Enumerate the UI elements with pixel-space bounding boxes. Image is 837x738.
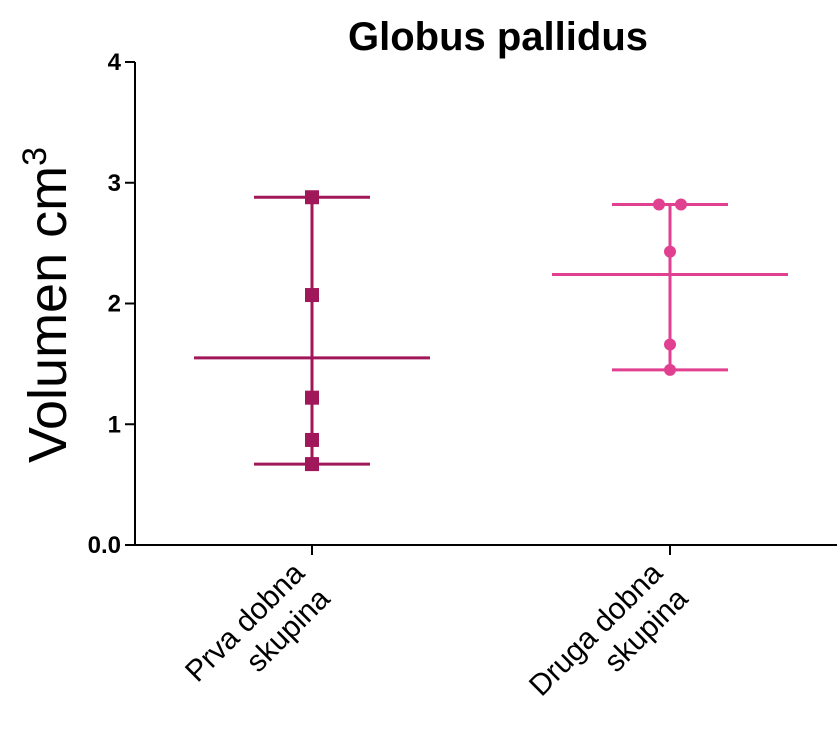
y-tick-label: 0.0: [88, 532, 121, 559]
y-tick-label: 1: [108, 411, 121, 438]
data-point: [675, 198, 687, 211]
y-tick-label: 2: [108, 291, 121, 318]
data-point: [664, 245, 676, 258]
series-group: [194, 190, 430, 472]
data-point: [305, 432, 319, 447]
series-group: [552, 198, 788, 376]
y-ticks: 0.0 1 2 3 4: [88, 49, 135, 559]
data-point: [664, 363, 676, 376]
data-marks: [194, 190, 788, 472]
x-tick-label: Druga dobnaskupina: [523, 556, 695, 728]
x-ticks: Prva dobnaskupina Druga dobnaskupina: [179, 545, 695, 728]
x-tick-label: Prva dobnaskupina: [179, 556, 337, 714]
data-point: [305, 288, 319, 303]
data-point: [305, 457, 319, 472]
y-axis-label-superscript: 3: [16, 147, 54, 166]
data-point: [664, 338, 676, 351]
data-point: [653, 198, 665, 211]
chart-title: Globus pallidus: [348, 15, 648, 59]
y-tick-label: 4: [108, 49, 122, 76]
y-tick-label: 3: [108, 170, 121, 197]
data-point: [305, 390, 319, 405]
y-axis-label-text: Volumen cm: [18, 166, 78, 463]
data-point: [305, 190, 319, 205]
y-axis-label: Volumen cm3: [16, 147, 78, 463]
